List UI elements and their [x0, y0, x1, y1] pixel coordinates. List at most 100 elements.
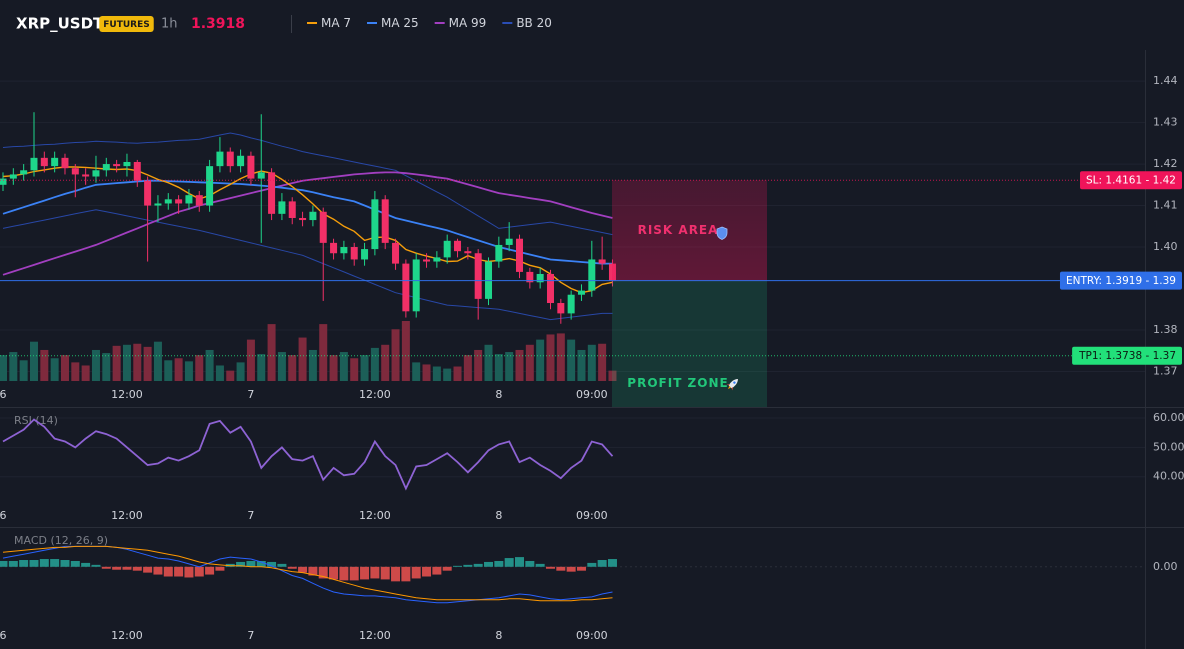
histogram-bar: [143, 566, 153, 573]
level-tag: [1080, 171, 1182, 190]
volume-bar: [0, 355, 7, 381]
volume-bar: [298, 337, 307, 381]
histogram-bar: [411, 566, 421, 579]
volume-bar: [401, 321, 410, 381]
histogram-bar: [101, 566, 111, 569]
x-tick-label: 12:00: [359, 509, 391, 522]
candle-body: [164, 199, 172, 204]
histogram-bar: [70, 560, 80, 567]
volume-bar: [412, 362, 421, 381]
x-tick-label: 8: [495, 388, 502, 401]
volume-bar: [608, 370, 617, 381]
volume-bar: [226, 370, 235, 381]
histogram-bar: [8, 560, 18, 567]
level-tag: [1059, 271, 1182, 290]
histogram-bar: [442, 566, 452, 571]
histogram-bar: [401, 566, 411, 582]
candle-body: [237, 155, 245, 167]
y-tick-label: 1.43: [1153, 116, 1178, 129]
candle-body: [226, 151, 234, 167]
candle-body: [278, 201, 286, 214]
level-tag: [1072, 346, 1182, 365]
volume-bar: [195, 355, 204, 381]
volume-bar: [319, 324, 328, 381]
ma-line: [2, 171, 613, 276]
histogram-bar: [587, 562, 597, 567]
candle-body: [154, 203, 162, 206]
x-tick-label: 7: [247, 629, 254, 642]
histogram-bar: [60, 560, 70, 567]
candle-body: [381, 199, 389, 243]
candle-body: [474, 253, 482, 299]
histogram-bar: [329, 566, 339, 580]
y-tick-label: 1.42: [1153, 157, 1178, 170]
volume-bar: [443, 368, 452, 381]
histogram-bar: [576, 566, 586, 571]
candle-body: [185, 195, 193, 204]
volume-bar: [422, 364, 431, 381]
last-price: 1.3918: [191, 16, 245, 32]
histogram-bar: [246, 560, 256, 567]
histogram-bar: [422, 566, 432, 577]
histogram-bar: [236, 561, 246, 567]
x-tick-label: 09:00: [576, 388, 608, 401]
volume-bar: [515, 349, 524, 381]
x-tick-label: 12:00: [111, 388, 143, 401]
histogram-bar: [0, 560, 8, 567]
histogram-bar: [256, 560, 266, 567]
zone-label: PROFIT ZONE: [627, 376, 728, 390]
y-tick-label: 50.00: [1153, 440, 1184, 453]
candle-body: [598, 259, 606, 264]
histogram-bar: [29, 560, 39, 567]
x-tick-label: 8: [495, 509, 502, 522]
histogram-bar: [298, 566, 308, 573]
x-tick-label: 6: [0, 629, 7, 642]
volume-bar: [494, 354, 503, 381]
histogram-bar: [19, 560, 29, 567]
candle-body: [247, 155, 255, 179]
legend-label: MA 7: [321, 16, 351, 30]
volume-bar: [432, 366, 441, 381]
candle-body: [536, 273, 544, 283]
x-tick-label: 6: [0, 509, 7, 522]
candle-body: [464, 251, 472, 254]
histogram-bar: [39, 559, 49, 567]
x-tick-label: 09:00: [576, 509, 608, 522]
shield-icon: [716, 226, 728, 240]
candle-body: [92, 170, 100, 177]
histogram-bar: [566, 566, 576, 572]
volume-bar: [164, 360, 173, 381]
candle-body: [371, 199, 379, 250]
volume-bar: [463, 355, 472, 381]
histogram-bar: [277, 563, 287, 567]
candle-body: [133, 161, 141, 181]
candle-body: [20, 170, 28, 175]
candle-body: [299, 217, 307, 221]
ma-line: [2, 179, 613, 265]
candle-body: [216, 151, 224, 167]
indicator-title: MACD (12, 26, 9): [14, 534, 108, 547]
candle-body: [123, 161, 131, 167]
volume-bar: [133, 343, 142, 381]
candle-body: [454, 240, 462, 252]
bb-upper: [2, 132, 613, 236]
volume-bar: [236, 362, 245, 381]
volume-bar: [257, 354, 266, 381]
y-tick-label: 1.37: [1153, 364, 1178, 377]
volume-bar: [50, 358, 59, 381]
histogram-bar: [132, 566, 142, 571]
volume-bar: [40, 349, 49, 381]
profit-zone: [612, 280, 767, 407]
x-tick-label: 6: [0, 388, 7, 401]
candle-body: [505, 238, 513, 245]
x-tick-label: 12:00: [111, 509, 143, 522]
candle-body: [516, 238, 523, 272]
candle-body: [588, 259, 596, 291]
candle-body: [206, 166, 214, 206]
volume-bar: [598, 343, 607, 381]
histogram-bar: [153, 566, 163, 575]
volume-bar: [536, 339, 545, 381]
candle-body: [577, 290, 585, 295]
candle-body: [557, 303, 565, 314]
